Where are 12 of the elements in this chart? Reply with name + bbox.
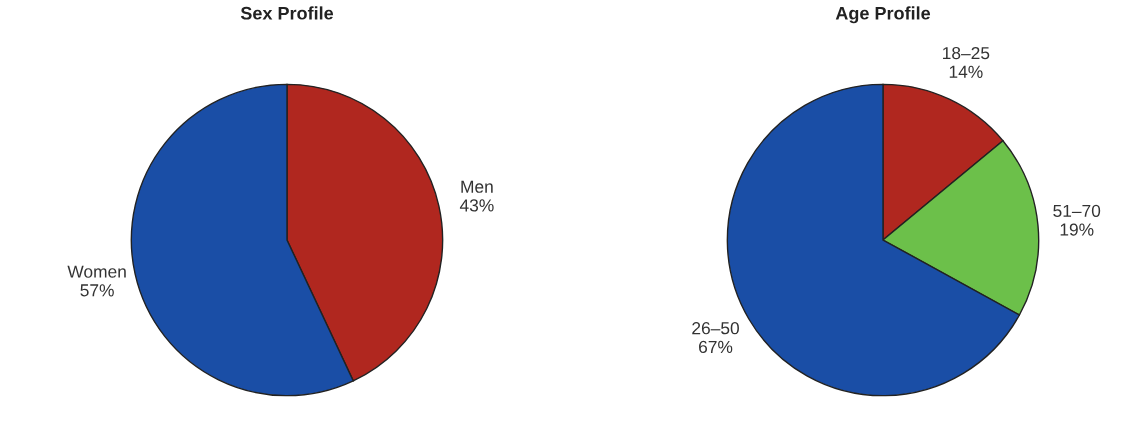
data-label: 19% xyxy=(1060,223,1094,236)
data-label: 43% xyxy=(459,199,494,212)
slice-label: Women xyxy=(67,265,126,278)
data-label: 14% xyxy=(949,65,983,78)
chart-title: Sex Profile xyxy=(240,6,334,20)
slice-label: 26–50 xyxy=(692,322,739,335)
slice-label: 18–25 xyxy=(943,46,990,60)
slice-label: Men xyxy=(461,180,493,193)
data-label: 57% xyxy=(80,284,114,297)
slice-label: 51–70 xyxy=(1053,204,1101,217)
data-label: 67% xyxy=(699,340,733,354)
chart-title: Age Profile xyxy=(835,6,931,24)
